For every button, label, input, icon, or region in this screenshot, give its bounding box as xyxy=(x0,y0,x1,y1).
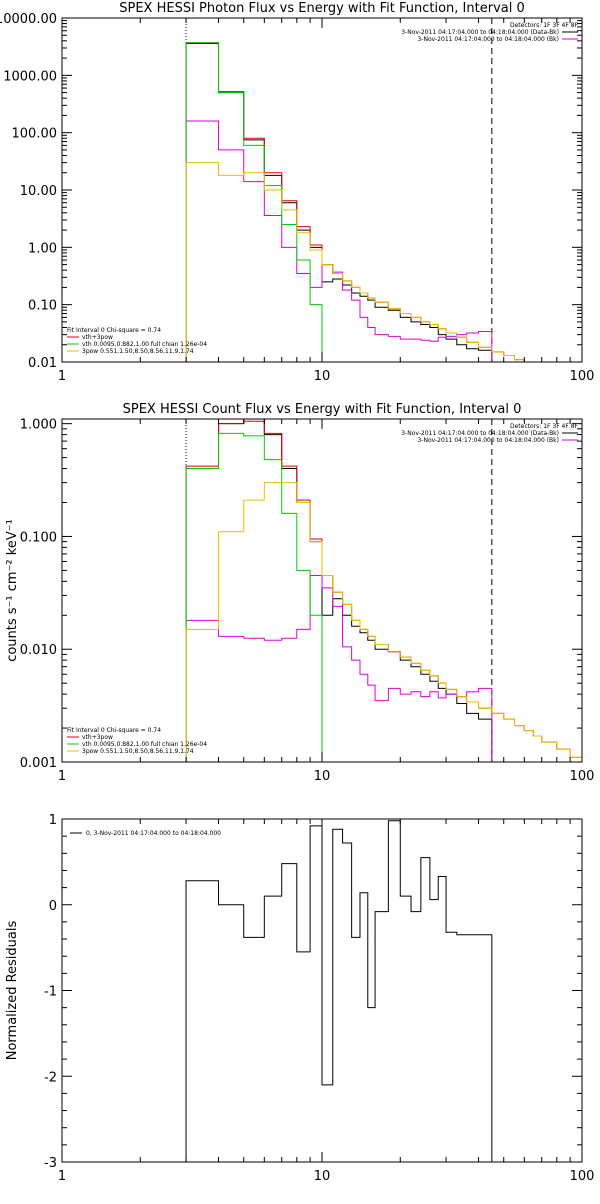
series-group xyxy=(185,419,582,762)
legend-entry: 3pow 0.551,1.50,8.50,8.56,11.9,1.74 xyxy=(82,748,194,755)
legend-entry: 3-Nov-2011 04:17:04.000 to 04:18:04.000 … xyxy=(417,36,559,43)
series-line-4 xyxy=(185,42,344,362)
chart-panel-2: SPEX HESSI Count Flux vs Energy with Fit… xyxy=(5,402,594,784)
legend-entry: 3-Nov-2011 04:17:04.000 to 04:18:04.000 … xyxy=(401,29,559,36)
y-tick-label: 1.000 xyxy=(20,418,57,433)
x-tick-label: 10 xyxy=(314,369,331,384)
y-tick-label: 0.10 xyxy=(28,299,57,314)
x-tick-label: 100 xyxy=(570,769,595,784)
y-tick-label: -3 xyxy=(44,1156,57,1171)
chart-panel-3: 1 10 100 -3 -2 -1 0 1 Normalized Residuals 0, 3-N… xyxy=(5,813,594,1184)
y-tick-label: 1000.00 xyxy=(3,69,57,84)
y-axis-label: Normalized Residuals xyxy=(5,921,20,1061)
series-line-2 xyxy=(185,575,493,762)
series-line-1 xyxy=(185,820,493,1162)
series-group xyxy=(185,820,493,1162)
legend-entry: vth+3pow xyxy=(82,334,113,341)
x-tick-label: 100 xyxy=(570,369,595,384)
x-tick-label: 1 xyxy=(58,1169,66,1184)
x-tick-label: 100 xyxy=(570,1169,595,1184)
legend-entry: 0, 3-Nov-2011 04:17:04.000 to 04:18:04.0… xyxy=(86,830,221,837)
x-tick-label: 1 xyxy=(58,369,66,384)
legend-entry: vth 0.0095,0.882,1.00 full chian 1.26e-0… xyxy=(82,341,207,348)
chart-title: SPEX HESSI Photon Flux vs Energy with Fi… xyxy=(119,1,525,16)
y-tick-label: 1.00 xyxy=(28,241,57,256)
chart-title: SPEX HESSI Count Flux vs Energy with Fit… xyxy=(123,402,522,417)
legend-entry: Fit Interval 0 Chi-square = 0.74 xyxy=(67,727,161,734)
legend-entry: Detectors: 1F 3F 4F 8F xyxy=(510,22,579,29)
y-tick-label: 100.00 xyxy=(12,127,58,142)
y-tick-label: 0.01 xyxy=(28,356,57,371)
series-line-5 xyxy=(185,482,582,762)
series-line-5 xyxy=(185,162,543,362)
series-line-3 xyxy=(185,42,543,362)
series-line-4 xyxy=(185,432,333,762)
y-tick-label: 0.100 xyxy=(20,530,57,545)
series-line-2 xyxy=(185,120,493,362)
legend-entry: vth 0.0095,0.882,1.00 full chian 1.26e-0… xyxy=(82,741,207,748)
legend-entry: Detectors: 1F 3F 4F 8F xyxy=(510,423,579,430)
y-tick-label: 0.010 xyxy=(20,643,57,658)
series-line-1 xyxy=(185,419,493,762)
x-tick-label: 10 xyxy=(314,769,331,784)
y-tick-label: -2 xyxy=(44,1070,57,1085)
legend-entry: 3-Nov-2011 04:17:04.000 to 04:18:04.000 … xyxy=(401,430,559,437)
x-tick-label: 10 xyxy=(314,1169,331,1184)
series-group xyxy=(185,42,543,362)
y-tick-label: -1 xyxy=(44,985,57,1000)
y-tick-label: 0.001 xyxy=(20,756,57,771)
legend-entry: 3-Nov-2011 04:17:04.000 to 04:18:04.000 … xyxy=(417,437,559,444)
chart-panel-1: SPEX HESSI Photon Flux vs Energy with Fi… xyxy=(0,1,594,384)
y-axis-label: counts s⁻¹ cm⁻² keV⁻¹ xyxy=(5,519,20,662)
legend-entry: Fit Interval 0 Chi-square = 0.74 xyxy=(67,327,161,334)
y-tick-label: 0 xyxy=(49,899,57,914)
legend-entry: vth+3pow xyxy=(82,734,113,741)
y-tick-label: 10.00 xyxy=(20,184,57,199)
series-line-3 xyxy=(185,420,582,762)
y-tick-label: 10000.00 xyxy=(0,12,57,27)
y-tick-label: 1 xyxy=(49,813,57,828)
legend-entry: 3pow 0.551,1.50,8.50,8.56,11.9,1.74 xyxy=(82,348,194,355)
x-tick-label: 1 xyxy=(58,769,66,784)
